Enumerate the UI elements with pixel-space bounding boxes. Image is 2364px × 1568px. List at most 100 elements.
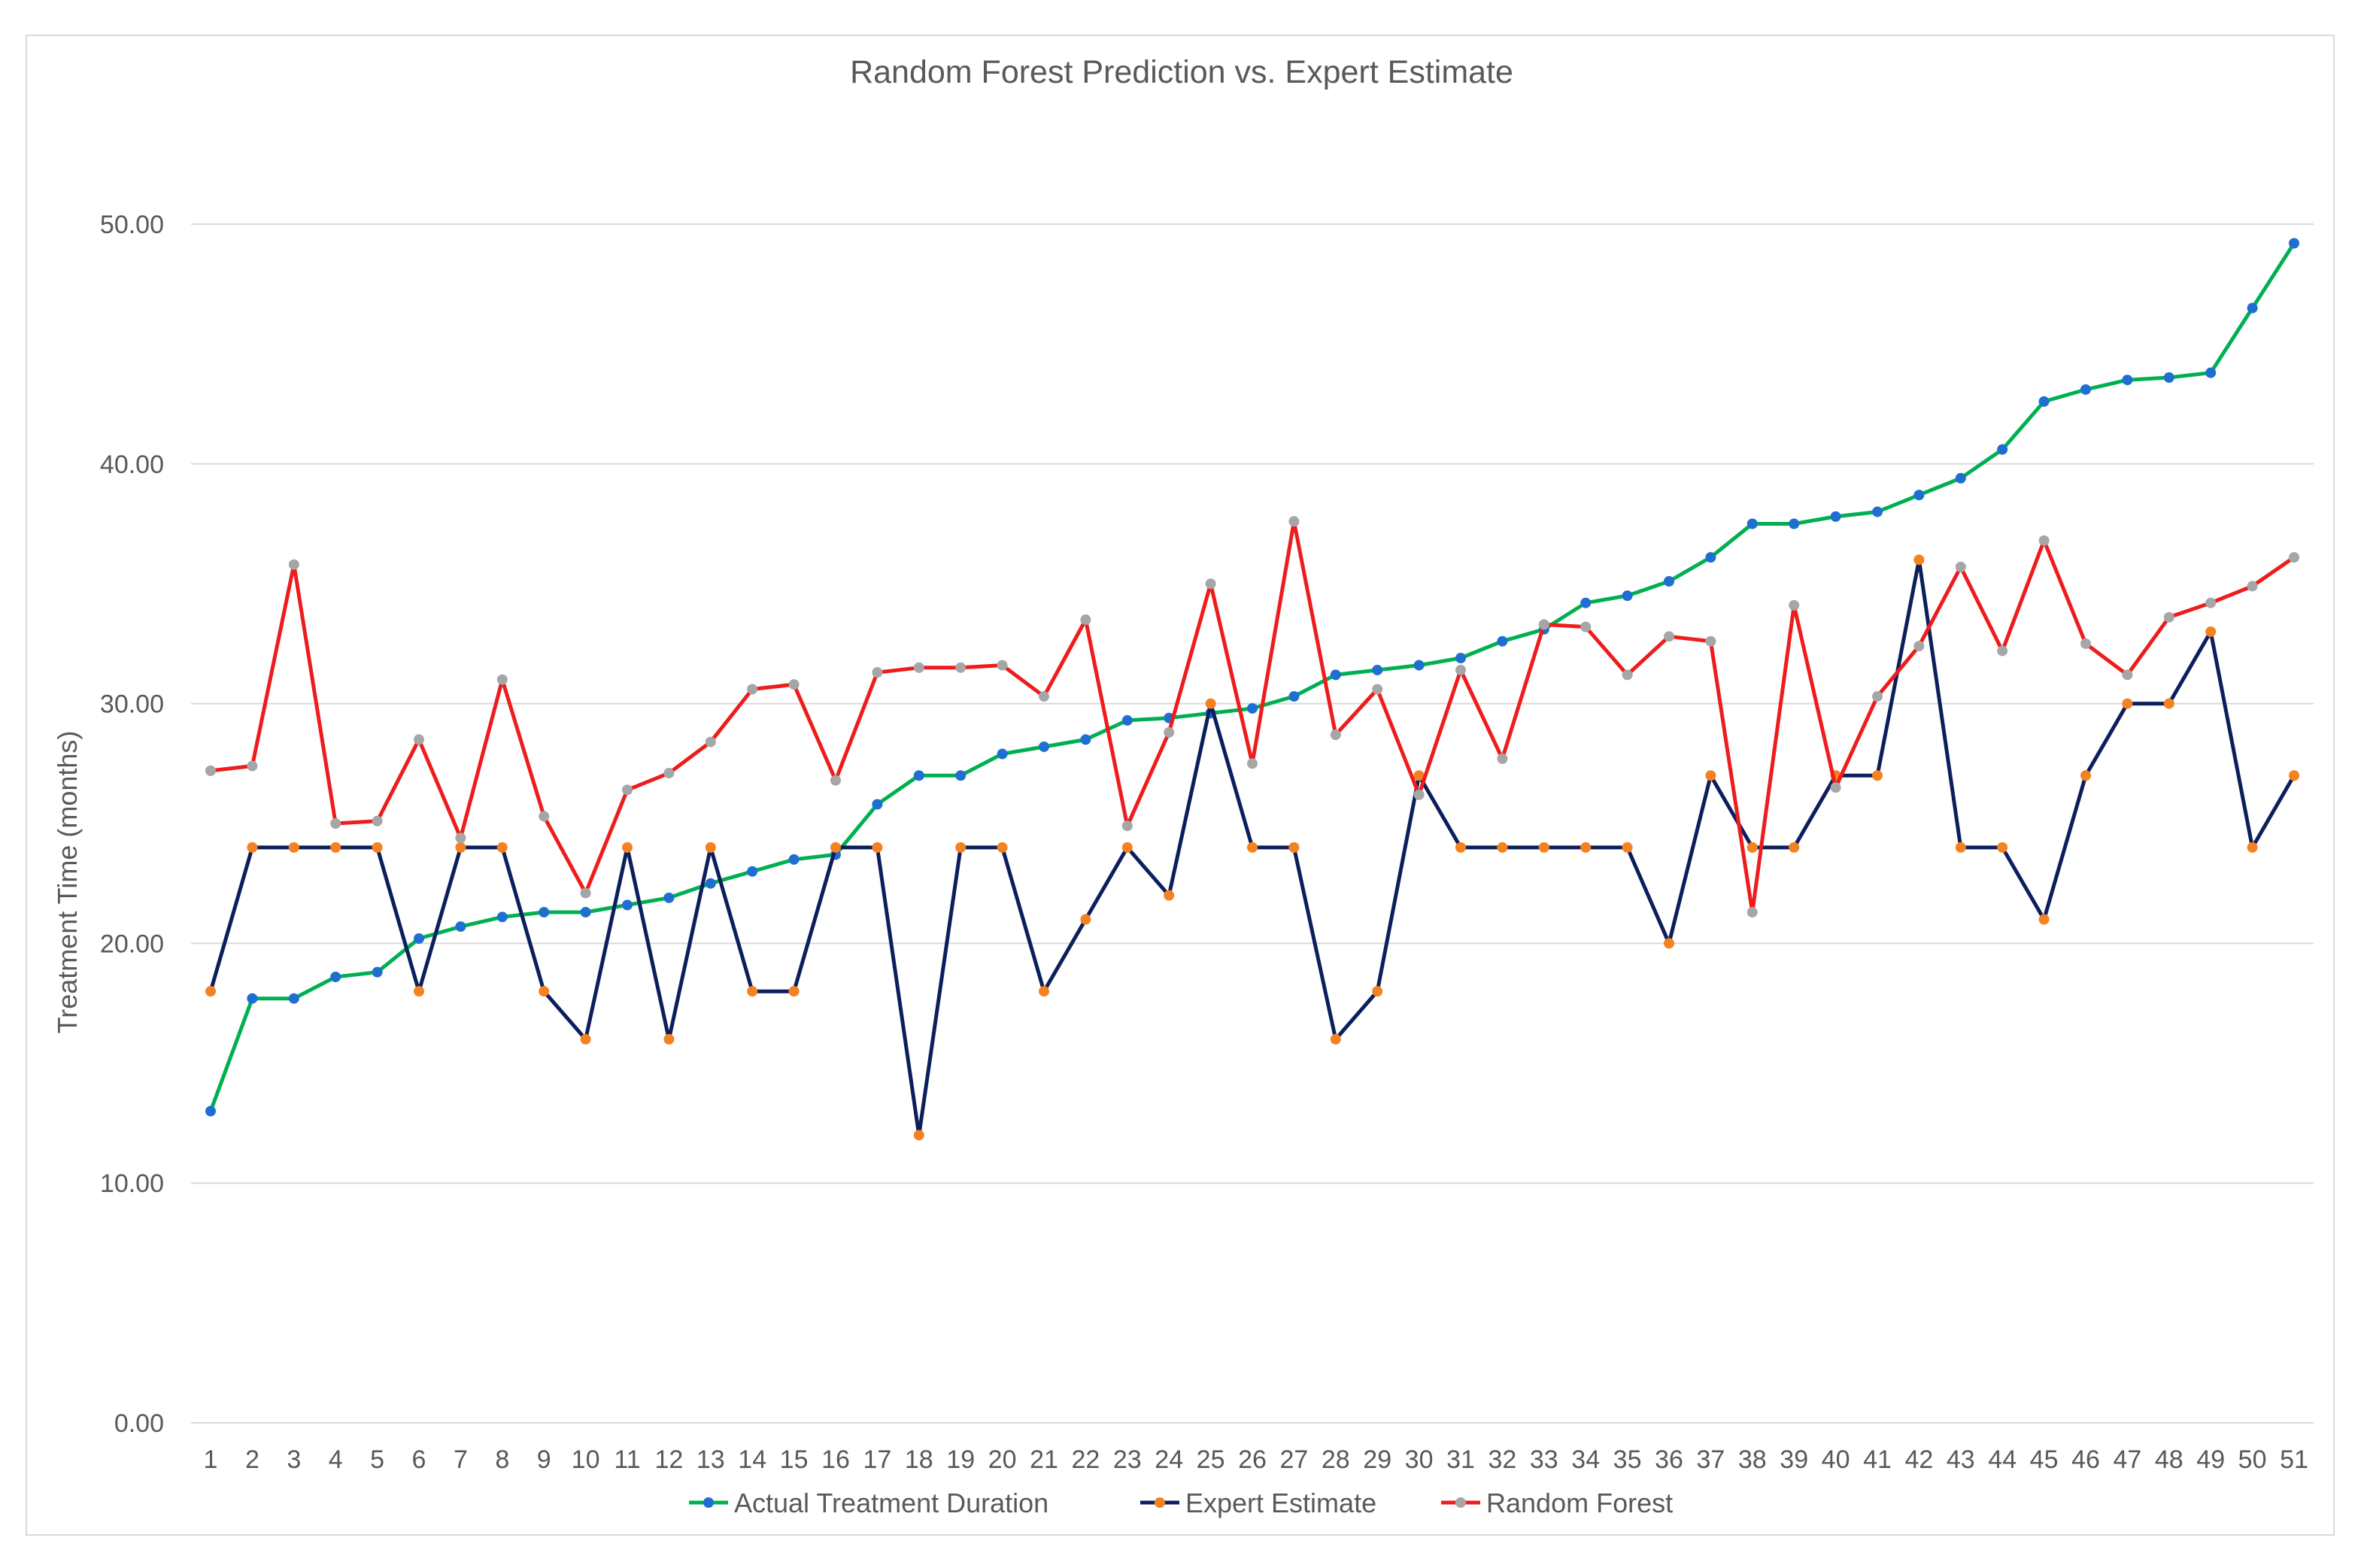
data-point xyxy=(1330,729,1341,741)
data-point xyxy=(1205,578,1216,590)
data-point xyxy=(1121,842,1133,853)
data-point xyxy=(247,842,258,853)
data-point xyxy=(1080,614,1091,626)
data-point xyxy=(1622,842,1633,853)
x-tick-label: 34 xyxy=(1571,1445,1600,1474)
x-tick-label: 17 xyxy=(863,1445,891,1474)
x-tick-label: 12 xyxy=(654,1445,683,1474)
x-tick-label: 27 xyxy=(1279,1445,1308,1474)
x-tick-label: 8 xyxy=(495,1445,509,1474)
data-point xyxy=(580,1033,591,1045)
data-point xyxy=(1997,645,2008,657)
data-point xyxy=(997,842,1008,853)
legend-item: Expert Estimate xyxy=(1140,1488,1376,1518)
chart-frame: Random Forest Prediction vs. Expert Esti… xyxy=(26,35,2335,1536)
x-tick-label: 13 xyxy=(696,1445,725,1474)
data-point xyxy=(1580,621,1592,632)
series-line xyxy=(208,519,2296,914)
legend-swatch-marker xyxy=(1455,1497,1466,1508)
x-tick-label: 15 xyxy=(780,1445,809,1474)
x-tick-label: 50 xyxy=(2238,1445,2267,1474)
data-point xyxy=(1330,1033,1341,1045)
data-point xyxy=(330,972,341,983)
data-point xyxy=(1955,472,1966,484)
legend: Actual Treatment Duration Expert Estimate… xyxy=(689,1488,1673,1518)
data-point xyxy=(580,887,591,899)
x-tick-label: 38 xyxy=(1738,1445,1767,1474)
data-point xyxy=(2038,535,2050,546)
data-point xyxy=(1288,691,1300,702)
x-tick-label: 51 xyxy=(2280,1445,2308,1474)
x-tick-label: 23 xyxy=(1113,1445,1142,1474)
data-point xyxy=(622,784,633,796)
data-point xyxy=(2163,698,2174,709)
data-point xyxy=(1580,597,1592,608)
data-point xyxy=(2038,914,2050,925)
data-point xyxy=(2038,396,2050,407)
y-tick-label: 40.00 xyxy=(100,450,164,479)
data-point xyxy=(1705,552,1716,563)
data-point xyxy=(747,684,758,695)
data-point xyxy=(705,878,716,889)
legend-item: Actual Treatment Duration xyxy=(689,1488,1048,1518)
data-point xyxy=(913,770,924,781)
data-point xyxy=(1455,842,1466,853)
data-point xyxy=(2205,626,2217,637)
data-point xyxy=(913,1130,924,1141)
series-layer xyxy=(205,238,2299,1141)
data-point xyxy=(455,921,466,933)
data-point xyxy=(1247,758,1258,769)
data-point xyxy=(1746,842,1758,853)
data-point xyxy=(705,842,716,853)
data-point xyxy=(2080,384,2091,395)
data-point xyxy=(1039,986,1049,997)
data-point xyxy=(247,760,258,772)
y-tick-label: 0.00 xyxy=(114,1409,164,1438)
x-tick-label: 24 xyxy=(1155,1445,1183,1474)
data-point xyxy=(1955,561,1966,572)
data-point xyxy=(788,986,800,997)
x-axis-ticks: 1 2 3 4 5 6 7 8 9 10 11 12 13 14 15 16 17 18 19 20 21 22 23 24 2… xyxy=(204,1445,2308,1474)
data-point xyxy=(1497,753,1508,764)
x-tick-label: 39 xyxy=(1780,1445,1808,1474)
x-tick-label: 33 xyxy=(1530,1445,1558,1474)
data-point xyxy=(2205,597,2217,608)
data-point xyxy=(1247,842,1258,853)
x-tick-label: 40 xyxy=(1822,1445,1850,1474)
data-point xyxy=(1330,669,1341,681)
data-point xyxy=(663,1033,675,1045)
data-point xyxy=(1538,842,1549,853)
data-point xyxy=(955,770,967,781)
x-tick-label: 43 xyxy=(1947,1445,1975,1474)
x-tick-label: 18 xyxy=(905,1445,933,1474)
data-point xyxy=(372,815,383,826)
x-tick-label: 46 xyxy=(2071,1445,2100,1474)
data-point xyxy=(788,679,800,690)
data-point xyxy=(2122,698,2133,709)
data-point xyxy=(414,986,424,997)
x-tick-label: 1 xyxy=(204,1445,218,1474)
data-point xyxy=(997,660,1008,671)
y-tick-label: 50.00 xyxy=(100,211,164,239)
data-point xyxy=(2289,770,2299,781)
data-point xyxy=(830,775,841,786)
data-point xyxy=(205,1105,216,1117)
x-tick-label: 14 xyxy=(738,1445,766,1474)
data-point xyxy=(2205,367,2217,378)
data-point xyxy=(1997,444,2008,455)
data-point xyxy=(2289,238,2299,249)
x-tick-label: 4 xyxy=(329,1445,343,1474)
data-point xyxy=(496,842,508,853)
data-point xyxy=(2289,552,2299,563)
data-point xyxy=(2247,842,2258,853)
data-point xyxy=(539,811,550,822)
legend-item: Random Forest xyxy=(1441,1488,1673,1518)
data-point xyxy=(288,993,299,1004)
data-point xyxy=(1789,599,1800,611)
data-point xyxy=(705,736,716,748)
series-expert-estimate xyxy=(205,554,2299,1141)
data-point xyxy=(2163,372,2174,384)
x-tick-label: 3 xyxy=(287,1445,301,1474)
x-tick-label: 10 xyxy=(572,1445,600,1474)
data-point xyxy=(1746,518,1758,529)
